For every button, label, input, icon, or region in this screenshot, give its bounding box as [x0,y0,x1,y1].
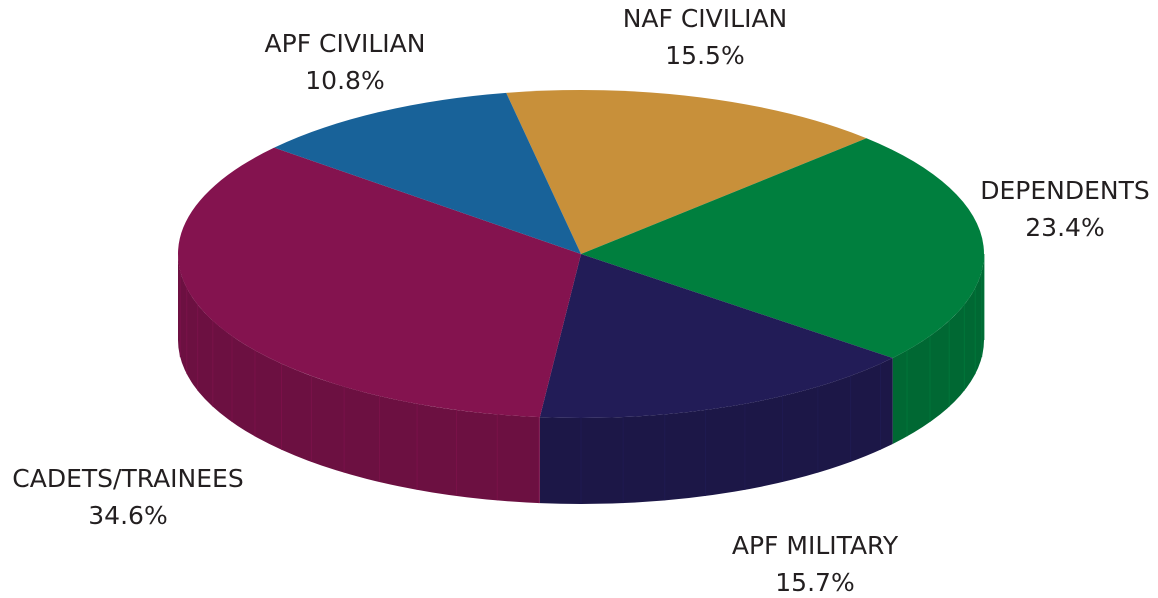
slice [506,90,867,255]
slice-side [178,254,540,504]
slice-value-label: 15.7% [775,568,854,597]
slice-label: DEPENDENTS [980,176,1150,205]
slice-value-label: 10.8% [305,66,384,95]
slice-label: APF MILITARY [732,531,899,560]
slice-label: NAF CIVILIAN [623,4,788,33]
slice-side [539,357,893,504]
slice-label: APF CIVILIAN [265,29,426,58]
slice-value-label: 34.6% [88,501,167,530]
slice [178,147,581,418]
slice [539,254,893,418]
slice-label: CADETS/TRAINEES [12,464,243,493]
slice [581,138,984,358]
slice [274,92,581,254]
slice-value-label: 15.5% [665,41,744,70]
slice-side [892,254,984,444]
slice-value-label: 23.4% [1025,213,1104,242]
